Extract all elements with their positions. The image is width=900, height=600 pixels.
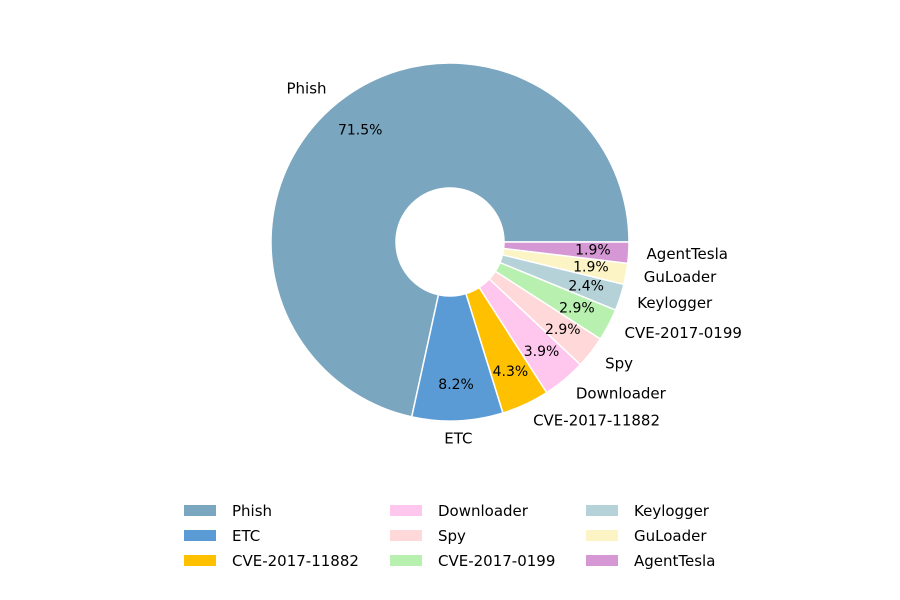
pct-label-phish: 71.5% [338, 122, 382, 138]
slice-label-downloader: Downloader [576, 384, 667, 402]
slice-agenttesla [502, 241, 630, 265]
legend-label: AgentTesla [634, 551, 716, 570]
pct-label-downloader: 3.9% [524, 344, 560, 360]
legend-label: Downloader [438, 501, 528, 520]
pct-label-cve-2017-0199: 2.9% [559, 300, 595, 316]
legend-swatch [390, 505, 422, 516]
legend-item-cve-2017-11882: CVE-2017-11882 [184, 548, 390, 573]
legend-label: GuLoader [634, 526, 707, 545]
slice-label-agenttesla: AgentTesla [647, 245, 728, 263]
slice-label-cve-2017-0199: CVE-2017-0199 [625, 324, 742, 342]
legend-swatch [586, 530, 618, 541]
slice-label-etc: ETC [444, 430, 472, 448]
pct-label-keylogger: 2.4% [568, 278, 604, 294]
slice-label-keylogger: Keylogger [637, 294, 713, 312]
legend-swatch [390, 530, 422, 541]
legend-item-keylogger: Keylogger [586, 498, 736, 523]
pct-label-cve-2017-11882: 4.3% [493, 364, 529, 380]
legend-item-downloader: Downloader [390, 498, 586, 523]
slice-label-phish: Phish [286, 80, 326, 98]
slice-label-spy: Spy [605, 354, 633, 372]
legend-swatch [586, 555, 618, 566]
pct-label-agenttesla: 1.9% [575, 243, 611, 259]
legend-item-phish: Phish [184, 498, 390, 523]
legend-label: Phish [232, 501, 273, 520]
pct-label-spy: 2.9% [545, 322, 581, 338]
pct-label-etc: 8.2% [438, 377, 474, 393]
legend-swatch [184, 505, 216, 516]
slice-label-cve-2017-11882: CVE-2017-11882 [533, 412, 660, 430]
legend-item-etc: ETC [184, 523, 390, 548]
legend-label: ETC [232, 526, 261, 545]
legend-item-spy: Spy [390, 523, 586, 548]
slice-phish [270, 62, 630, 418]
legend-label: Spy [438, 526, 466, 545]
legend-label: CVE-2017-11882 [232, 551, 359, 570]
slice-label-guloader: GuLoader [644, 268, 717, 286]
legend-swatch [390, 555, 422, 566]
pct-label-guloader: 1.9% [573, 260, 609, 276]
chart-legend: Phish ETC CVE-2017-11882 Downloader Spy CVE-2… [184, 498, 744, 573]
legend-swatch [586, 505, 618, 516]
legend-item-agenttesla: AgentTesla [586, 548, 736, 573]
legend-swatch [184, 555, 216, 566]
legend-item-cve-2017-0199: CVE-2017-0199 [390, 548, 586, 573]
legend-label: Keylogger [634, 501, 709, 520]
legend-label: CVE-2017-0199 [438, 551, 556, 570]
legend-swatch [184, 530, 216, 541]
legend-item-guloader: GuLoader [586, 523, 736, 548]
